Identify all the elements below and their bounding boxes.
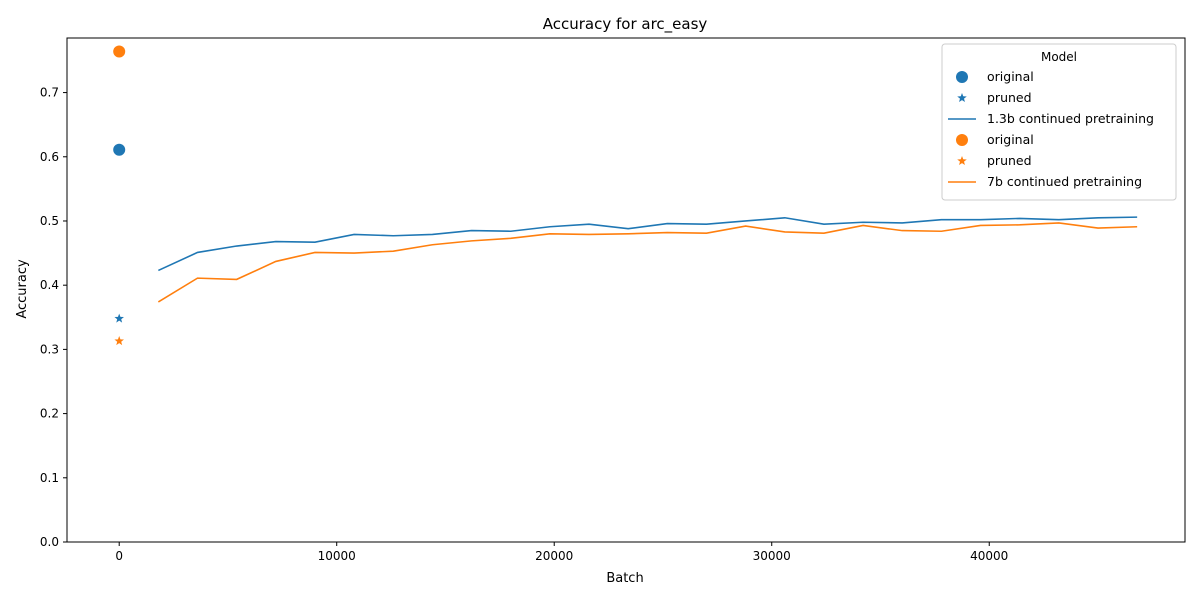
legend-label: pruned <box>987 153 1032 168</box>
legend-label: original <box>987 132 1034 147</box>
legend-marker-star <box>957 156 967 166</box>
y-axis-label: Accuracy <box>15 259 30 319</box>
legend-title: Model <box>1041 50 1077 64</box>
legend-label: original <box>987 69 1034 84</box>
legend-label: 7b continued pretraining <box>987 174 1142 189</box>
series-line-1 <box>157 222 1138 303</box>
point-1.3b-original <box>113 143 126 156</box>
legend-marker-circle <box>956 134 968 146</box>
legend-label: pruned <box>987 90 1032 105</box>
y-tick-label: 0.5 <box>40 214 59 228</box>
series-line-0 <box>158 216 1138 272</box>
legend-marker-circle <box>956 71 968 83</box>
legend-label: 1.3b continued pretraining <box>987 111 1154 126</box>
x-tick-label: 40000 <box>970 549 1008 563</box>
y-tick-label: 0.4 <box>40 278 59 292</box>
point-1.3b-pruned <box>114 313 124 323</box>
y-tick-label: 0.3 <box>40 342 59 356</box>
plot-area <box>66 37 1186 543</box>
point-7b-original <box>113 45 126 58</box>
point-7b-pruned <box>114 336 124 346</box>
legend: Model original pruned 1.3b continued pretra… <box>941 43 1177 201</box>
y-tick-label: 0.6 <box>40 150 59 164</box>
x-tick-label: 0 <box>115 549 123 563</box>
legend-marker-star <box>957 93 967 103</box>
x-axis-label: Batch <box>606 571 643 586</box>
y-tick-label: 0.2 <box>40 407 59 421</box>
y-tick-label: 0.0 <box>40 535 59 549</box>
legend-box <box>941 43 1177 201</box>
x-tick-label: 10000 <box>318 549 356 563</box>
y-tick-label: 0.7 <box>40 86 59 100</box>
x-tick-label: 20000 <box>535 549 573 563</box>
chart-title: Accuracy for arc_easy <box>543 15 708 34</box>
y-tick-label: 0.1 <box>40 471 59 485</box>
x-tick-label: 30000 <box>753 549 791 563</box>
